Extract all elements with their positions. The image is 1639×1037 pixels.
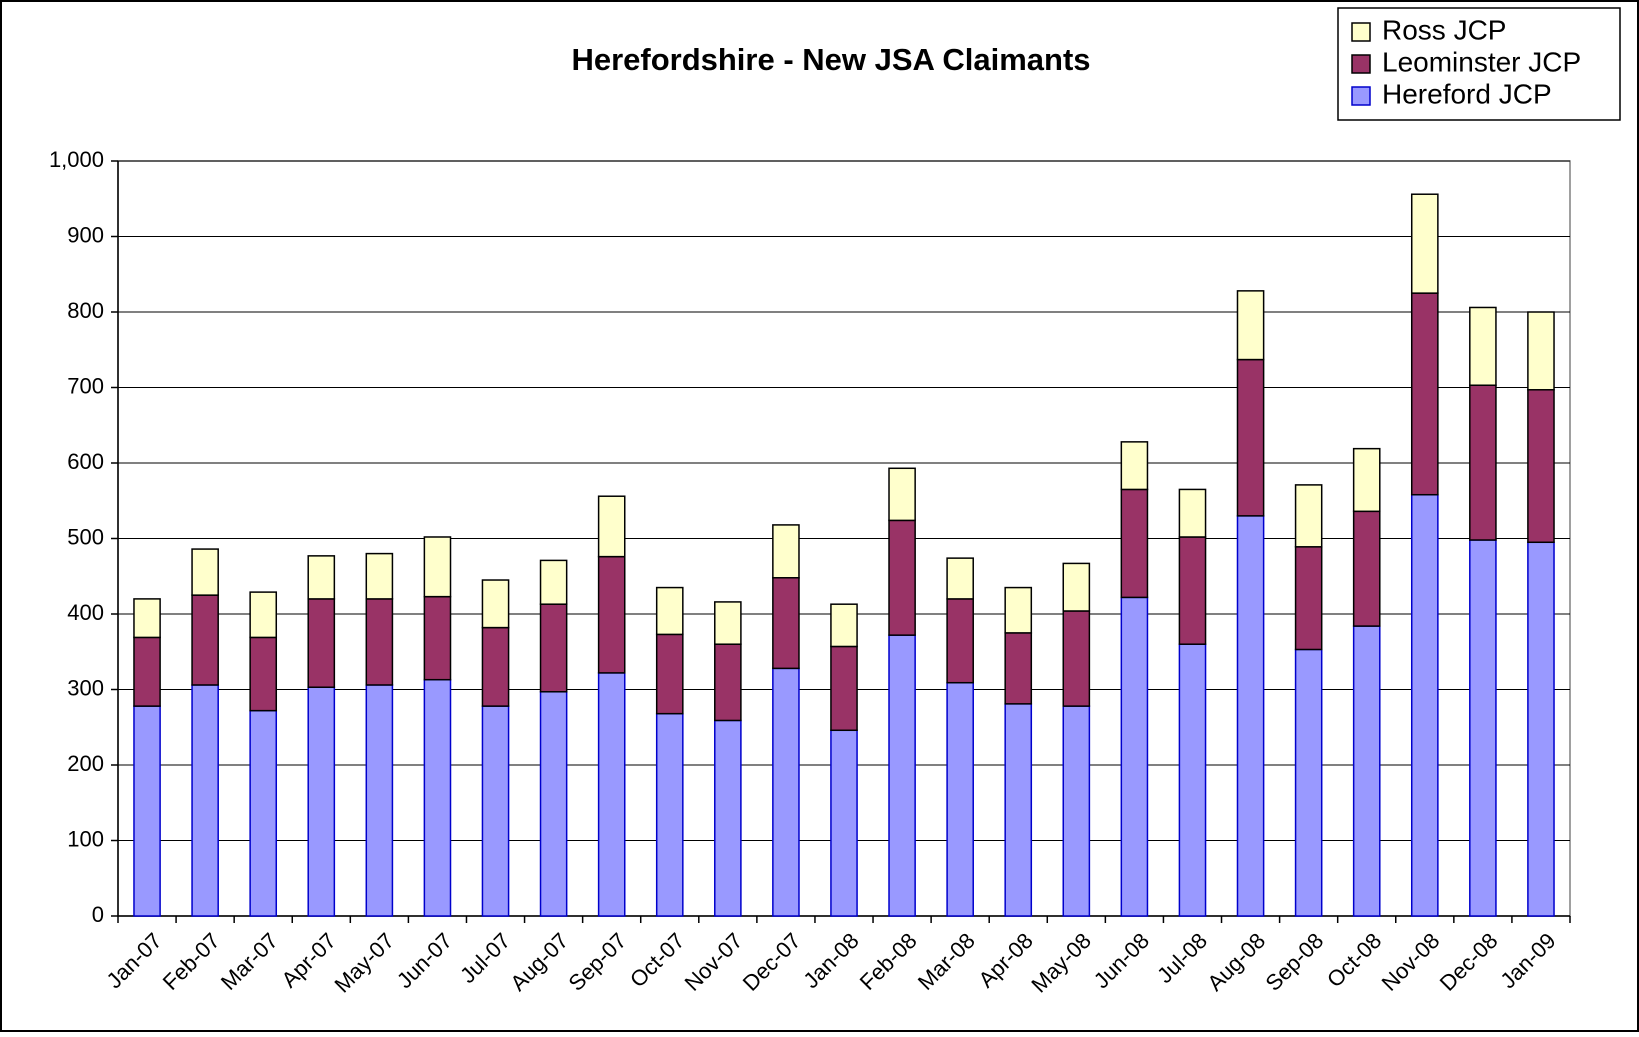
bar-segment: [1294, 546, 1323, 651]
bar-segment: [830, 645, 858, 732]
legend-label: Hereford JCP: [1382, 78, 1552, 109]
bar-segment: [1178, 536, 1207, 645]
bar-segment: [133, 705, 161, 917]
bar-segment: [714, 601, 742, 645]
bar-segment: [1294, 648, 1323, 917]
bar-segment: [191, 684, 219, 917]
bar-segment: [481, 626, 510, 707]
bar-segment: [1178, 643, 1207, 917]
y-tick-label: 300: [67, 675, 104, 700]
bar-segment: [249, 636, 278, 712]
legend-label: Ross JCP: [1382, 14, 1506, 45]
bar-segment: [946, 681, 974, 917]
legend-box: [1337, 7, 1621, 121]
bar-segment: [1527, 311, 1555, 391]
bar-segment: [481, 705, 510, 917]
bar-segment: [946, 557, 974, 600]
bar-segment: [888, 634, 916, 917]
legend-swatch: [1351, 54, 1371, 74]
bar-segment: [1120, 596, 1149, 917]
bar-segment: [888, 519, 916, 636]
bar-segment: [133, 636, 161, 707]
bar-segment: [655, 712, 684, 917]
bar-segment: [597, 495, 626, 558]
bar-segment: [249, 709, 278, 917]
bar-segment: [365, 552, 394, 600]
bar-segment: [307, 555, 336, 600]
y-tick-label: 1,000: [49, 147, 104, 172]
bar-segment: [1120, 441, 1149, 491]
bar-segment: [1352, 510, 1381, 627]
bar-segment: [1004, 703, 1033, 917]
bar-segment: [1062, 610, 1091, 707]
bar-segment: [365, 684, 394, 917]
bar-segment: [1004, 586, 1033, 634]
bar-segment: [423, 595, 452, 681]
bar-segment: [1236, 358, 1265, 517]
y-tick-label: 800: [67, 298, 104, 323]
bar-segment: [307, 686, 336, 917]
bar-segment: [1410, 292, 1439, 496]
bar-segment: [539, 559, 568, 605]
y-tick-label: 400: [67, 600, 104, 625]
bar-segment: [830, 603, 858, 648]
bar-segment: [481, 579, 510, 629]
bar-segment: [1236, 290, 1265, 361]
y-tick-label: 700: [67, 373, 104, 398]
bar-segment: [597, 555, 626, 674]
bar-segment: [1062, 705, 1091, 917]
legend-swatch: [1351, 22, 1371, 42]
bar-segment: [1062, 562, 1091, 612]
bar-segment: [1527, 389, 1555, 544]
bar-segment: [539, 691, 568, 917]
y-tick-label: 100: [67, 826, 104, 851]
legend-label: Leominster JCP: [1382, 46, 1581, 77]
bar-segment: [714, 719, 742, 917]
bar-segment: [772, 524, 800, 579]
bar-segment: [1352, 625, 1381, 917]
bar-segment: [1527, 541, 1555, 917]
bar-segment: [307, 598, 336, 688]
bar-segment: [1410, 193, 1439, 294]
bar-segment: [1178, 488, 1207, 538]
bar-segment: [1294, 484, 1323, 548]
bar-segment: [1352, 447, 1381, 513]
bar-segment: [539, 603, 568, 693]
bar-segment: [772, 577, 800, 670]
bar-segment: [772, 667, 800, 917]
bar-segment: [423, 536, 452, 598]
bar-segment: [249, 591, 278, 639]
bar-segment: [1469, 384, 1497, 541]
y-tick-label: 0: [92, 902, 104, 927]
chart-title: Herefordshire - New JSA Claimants: [571, 42, 1090, 77]
bar-segment: [1004, 632, 1033, 705]
bar-segment: [888, 467, 916, 522]
bar-segment: [830, 729, 858, 917]
bar-segment: [1236, 515, 1265, 917]
bar-segment: [133, 598, 161, 639]
bar-segment: [1120, 488, 1149, 599]
y-tick-label: 900: [67, 222, 104, 247]
bar-segment: [191, 594, 219, 686]
bar-segment: [365, 598, 394, 686]
bar-segment: [1469, 306, 1497, 386]
bar-segment: [655, 586, 684, 636]
y-tick-label: 500: [67, 524, 104, 549]
bar-segment: [1410, 493, 1439, 917]
bar-segment: [714, 643, 742, 722]
bar-segment: [1469, 539, 1497, 917]
bar-segment: [423, 678, 452, 917]
y-tick-label: 600: [67, 449, 104, 474]
bar-segment: [597, 672, 626, 917]
bar-segment: [655, 633, 684, 715]
bar-segment: [191, 548, 219, 596]
bar-segment: [946, 598, 974, 684]
legend-swatch: [1351, 86, 1371, 106]
y-tick-label: 200: [67, 751, 104, 776]
